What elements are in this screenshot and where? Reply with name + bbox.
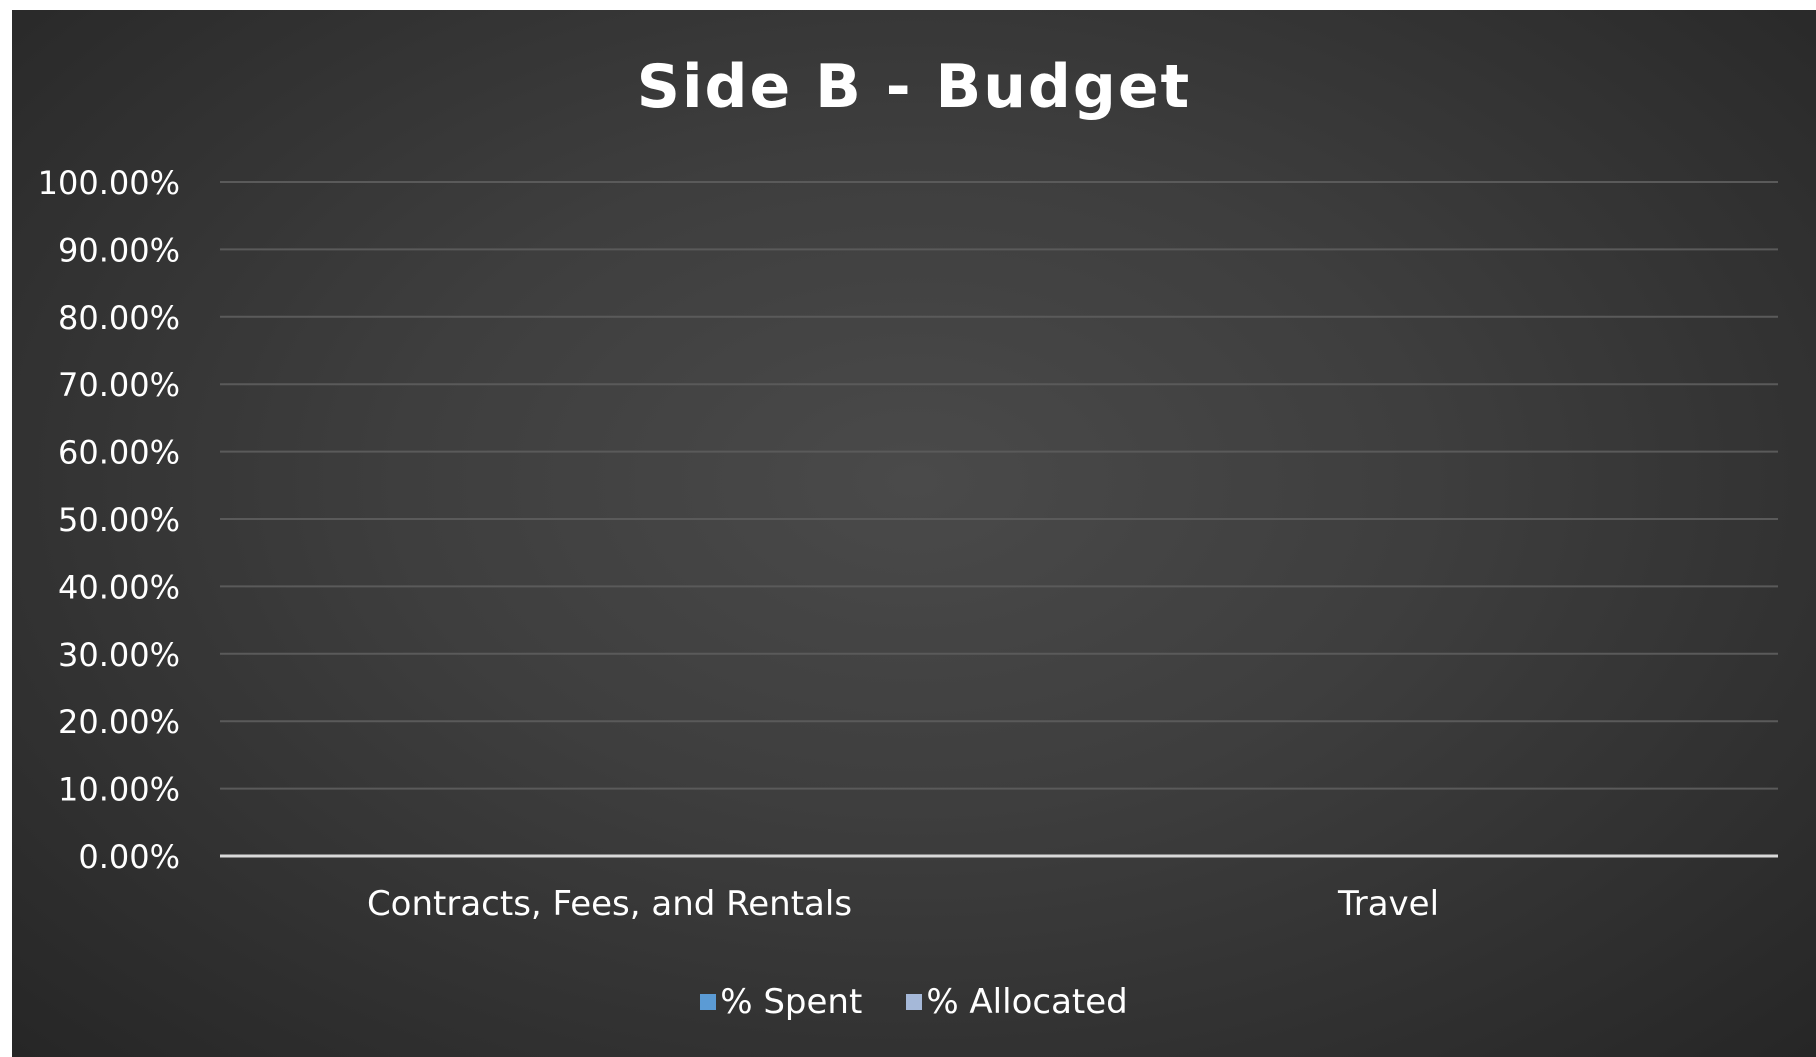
chart-area: Side B - Budget 0.00% 10.00% 20.00% 30.00% 4…	[12, 10, 1816, 1057]
y-tick-label: 80.00%	[58, 299, 180, 337]
x-tick-label: Travel	[1337, 884, 1439, 924]
y-tick-label: 10.00%	[58, 771, 180, 809]
y-tick-label: 20.00%	[58, 703, 180, 741]
y-tick-label: 70.00%	[58, 366, 180, 404]
legend-item: % Spent	[700, 982, 862, 1022]
chart-legend: % Spent % Allocated	[12, 982, 1816, 1022]
y-tick-label: 100.00%	[38, 164, 180, 202]
legend-swatch	[700, 994, 717, 1010]
plot-area: 0.00% 10.00% 20.00% 30.00% 40.00% 50.00% 60.00…	[38, 164, 1778, 924]
legend-item: % Allocated	[906, 982, 1128, 1022]
y-tick-label: 0.00%	[78, 838, 180, 876]
legend-label: % Allocated	[926, 982, 1128, 1022]
chart-title: Side B - Budget	[636, 52, 1192, 122]
y-tick-label: 30.00%	[58, 636, 180, 674]
x-tick-label: Contracts, Fees, and Rentals	[367, 884, 852, 924]
y-tick-label: 50.00%	[58, 501, 180, 539]
y-tick-label: 40.00%	[58, 568, 180, 606]
y-tick-label: 60.00%	[58, 434, 180, 472]
legend-label: % Spent	[720, 982, 863, 1022]
y-tick-label: 90.00%	[58, 231, 180, 269]
legend-swatch	[906, 994, 923, 1010]
